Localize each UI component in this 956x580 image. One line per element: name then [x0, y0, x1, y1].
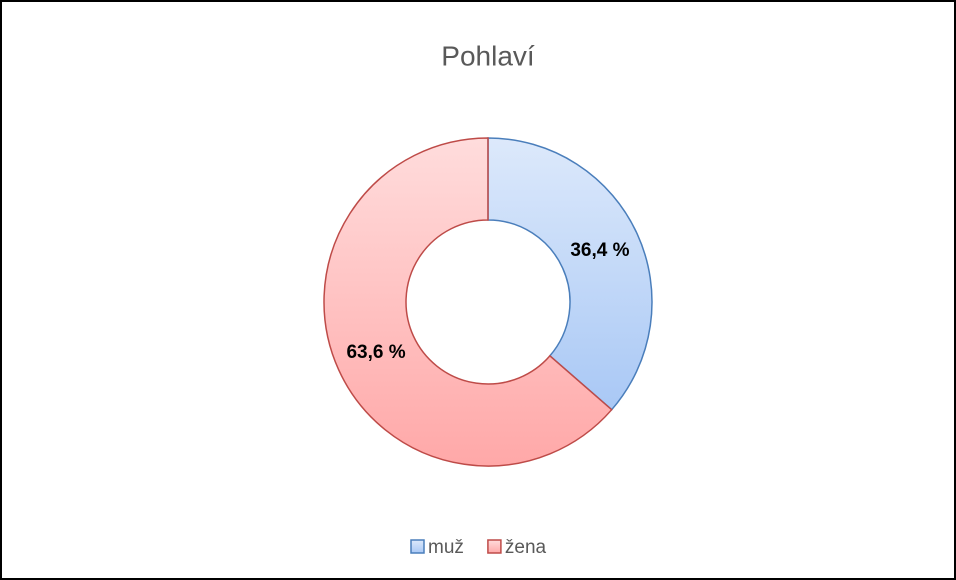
- data-label: 36,4 %: [570, 240, 629, 261]
- legend-swatch: [410, 539, 425, 554]
- legend-label: muž: [428, 537, 464, 558]
- legend-label: žena: [505, 537, 547, 558]
- chart-title: Pohlaví: [441, 40, 535, 71]
- data-label: 63,6 %: [346, 342, 405, 363]
- legend-swatch: [487, 539, 502, 554]
- donut-segment: [323, 137, 613, 467]
- donut-segment: [487, 137, 653, 411]
